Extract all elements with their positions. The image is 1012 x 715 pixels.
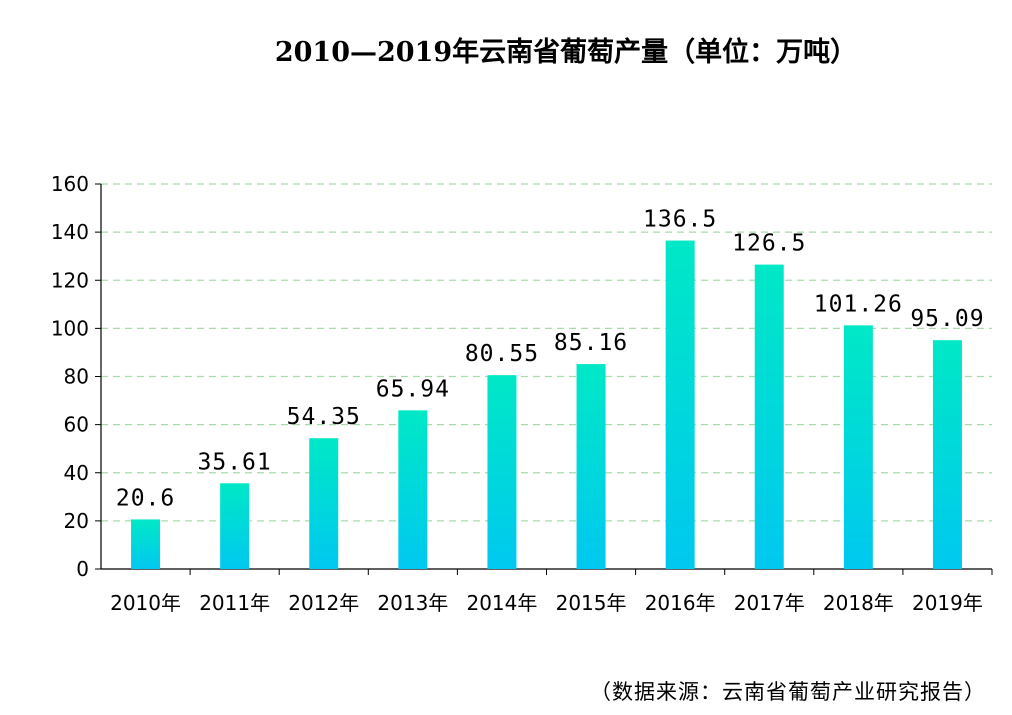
data-label: 85.16 <box>554 330 628 356</box>
data-labels: 20.6 35.61 54.35 65.94 80.55 85.16 136.5 126.5 1… <box>116 207 984 512</box>
y-tick-label: 160 <box>51 172 89 196</box>
bar <box>398 410 428 569</box>
x-tick-label: 2017年 <box>734 591 805 615</box>
x-tick-labels: 2010年 2011年 2012年 2013年 2014年 2015年 2016年 2017年… <box>110 591 983 615</box>
data-label: 95.09 <box>910 306 984 332</box>
data-label: 65.94 <box>376 376 450 402</box>
bar <box>309 438 339 569</box>
data-label: 126.5 <box>732 231 806 257</box>
data-label: 20.6 <box>116 485 175 511</box>
x-tick-label: 2015年 <box>556 591 627 615</box>
gridlines <box>101 183 992 522</box>
bar <box>131 519 161 569</box>
x-tick-label: 2011年 <box>199 591 270 615</box>
bars <box>131 240 962 569</box>
bar <box>576 364 606 569</box>
y-tick-label: 140 <box>51 220 89 244</box>
source-note: （数据来源：云南省葡萄产业研究报告） <box>590 680 986 704</box>
x-tick-label: 2010年 <box>110 591 181 615</box>
bar <box>487 375 517 569</box>
chart-title: 2010—2019年云南省葡萄产量（单位：万吨） <box>274 37 858 68</box>
y-tick-label: 100 <box>51 316 89 340</box>
y-tick-label: 120 <box>51 268 89 292</box>
x-tick-label: 2018年 <box>823 591 894 615</box>
data-label: 35.61 <box>198 449 272 475</box>
x-tick-label: 2014年 <box>466 591 537 615</box>
bar <box>754 264 784 569</box>
x-tick-label: 2019年 <box>912 591 983 615</box>
bar <box>665 240 695 569</box>
data-label: 80.55 <box>465 341 539 367</box>
y-tick-labels: 0 20 40 60 80 100 120 140 160 <box>51 172 89 581</box>
y-tick-label: 60 <box>64 413 89 437</box>
y-tick-label: 80 <box>64 365 89 389</box>
axes <box>95 183 993 575</box>
x-tick-label: 2013年 <box>377 591 448 615</box>
y-tick-label: 20 <box>64 509 89 533</box>
x-tick-label: 2012年 <box>288 591 359 615</box>
bar <box>843 325 873 569</box>
bar <box>932 340 962 569</box>
y-tick-label: 40 <box>64 461 89 485</box>
data-label: 136.5 <box>643 207 717 233</box>
y-tick-label: 0 <box>76 557 89 581</box>
x-tick-label: 2016年 <box>645 591 716 615</box>
bar <box>220 483 250 569</box>
data-label: 54.35 <box>287 404 361 430</box>
data-label: 101.26 <box>814 291 903 317</box>
